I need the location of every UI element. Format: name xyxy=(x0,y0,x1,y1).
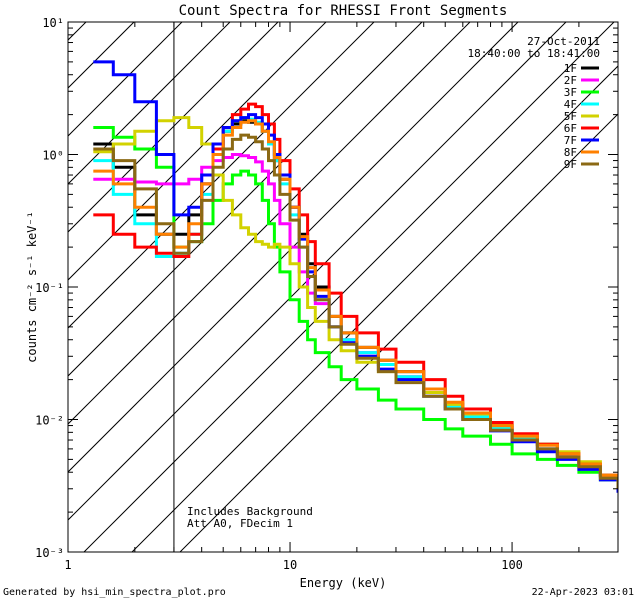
hatch-line xyxy=(68,22,231,185)
hatch-line xyxy=(68,22,183,137)
hatch-line xyxy=(83,22,615,552)
hatch-line xyxy=(68,22,423,377)
legend-label: 5F xyxy=(564,110,577,123)
hatch-line xyxy=(131,65,618,552)
legend-label: 9F xyxy=(564,158,577,171)
legend-label: 1F xyxy=(564,62,577,75)
legend-label: 2F xyxy=(564,74,577,87)
chart-title: Count Spectra for RHESSI Front Segments xyxy=(179,3,508,19)
y-axis-label: counts cm⁻² s⁻¹ keV⁻¹ xyxy=(25,211,39,363)
legend-label: 3F xyxy=(564,86,577,99)
x-tick-label: 10 xyxy=(283,558,297,572)
hatch-line xyxy=(68,22,375,329)
date-label: 27-Oct-2011 xyxy=(527,35,600,48)
legend-label: 7F xyxy=(564,134,577,147)
footer-generator: Generated by hsi_min_spectra_plot.pro xyxy=(3,587,226,598)
y-tick-label: 10¹ xyxy=(42,16,64,30)
series-6F xyxy=(93,102,618,489)
y-tick-label: 10⁻² xyxy=(35,414,64,428)
footer-timestamp: 22-Apr-2023 03:01 xyxy=(532,587,634,598)
legend-label: 6F xyxy=(564,122,577,135)
note-attenuator: Att A0, FDecim 1 xyxy=(187,517,293,530)
y-tick-label: 10⁻³ xyxy=(35,546,64,560)
hatch-line xyxy=(68,22,135,89)
time-range-label: 18:40:00 to 18:41:00 xyxy=(468,47,600,60)
x-axis: 1 10 100 xyxy=(64,22,619,572)
series-9F xyxy=(93,133,618,489)
x-axis-label: Energy (keV) xyxy=(300,576,387,590)
series-3F xyxy=(93,126,618,489)
series-7F xyxy=(93,60,618,493)
legend-label: 8F xyxy=(564,146,577,159)
hatch-line xyxy=(179,113,618,552)
hatch-line xyxy=(68,22,519,473)
x-tick-label: 1 xyxy=(64,558,71,572)
series-8F xyxy=(93,119,618,487)
x-tick-label: 100 xyxy=(501,558,523,572)
y-tick-label: 10⁰ xyxy=(42,149,64,163)
attenuator-hatch xyxy=(68,22,618,552)
hatch-line xyxy=(68,22,327,281)
y-tick-label: 10⁻¹ xyxy=(35,281,64,295)
legend-label: 4F xyxy=(564,98,577,111)
hatch-line xyxy=(68,22,279,233)
series-group xyxy=(93,60,618,493)
hatch-line xyxy=(68,22,471,425)
series-4F xyxy=(93,116,618,489)
series-5F xyxy=(93,116,618,489)
note-background: Includes Background xyxy=(187,505,313,518)
y-axis: 10⁻³ 10⁻² 10⁻¹ 10⁰ 10¹ xyxy=(35,16,618,560)
